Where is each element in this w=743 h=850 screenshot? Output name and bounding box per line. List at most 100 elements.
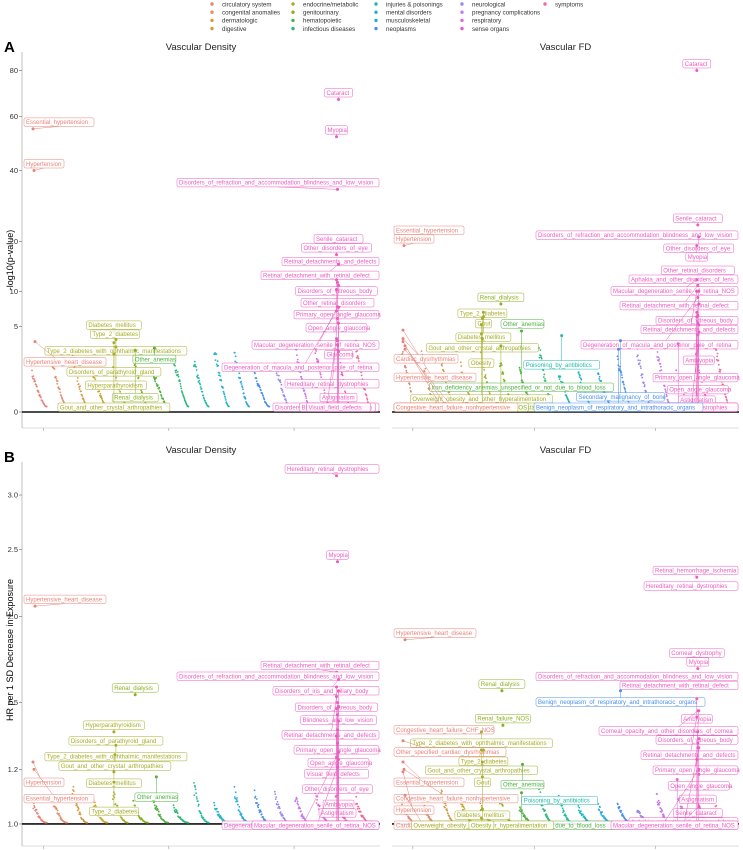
point-label-box — [23, 117, 95, 127]
point — [159, 815, 162, 818]
point — [304, 395, 307, 398]
point — [138, 815, 140, 818]
point — [94, 378, 97, 381]
point — [45, 405, 48, 408]
labeled-point — [521, 762, 524, 766]
point — [196, 798, 198, 800]
point-label-box — [57, 402, 171, 412]
point — [402, 351, 404, 353]
point — [423, 370, 426, 373]
point — [195, 369, 198, 371]
point-label-box — [23, 794, 95, 804]
point-label: Other_anemias — [503, 783, 544, 789]
point-label: Myopia — [329, 553, 349, 559]
point — [704, 394, 707, 396]
labeled-point — [619, 689, 622, 693]
point — [155, 805, 158, 808]
legend-marker — [210, 18, 214, 23]
panel-title: Vascular Density — [166, 445, 237, 456]
point — [636, 355, 638, 358]
point — [260, 810, 262, 813]
point-label: Gout — [476, 780, 489, 786]
point — [242, 388, 244, 391]
point — [660, 807, 662, 810]
point — [623, 383, 625, 386]
legend-label: genitourinary — [303, 10, 340, 17]
point — [66, 821, 68, 824]
point-label: Disorders_of_refraction_and_accommodatio… — [538, 233, 732, 239]
point-label: Amblyopia — [685, 358, 714, 364]
point — [99, 393, 102, 395]
labeled-point — [697, 323, 701, 327]
point — [106, 821, 109, 824]
labeled-point — [152, 346, 156, 350]
point — [726, 399, 728, 402]
point — [539, 791, 542, 793]
point — [658, 804, 661, 806]
point-label-box — [533, 402, 704, 412]
point-label: Renal_failure_NOS — [477, 717, 529, 723]
point — [540, 356, 543, 359]
point-label-box — [83, 720, 145, 730]
legend-label: infectious diseases — [303, 26, 355, 33]
point — [77, 383, 80, 385]
point — [296, 358, 299, 361]
point-label-box — [325, 125, 348, 135]
point — [620, 811, 622, 814]
point — [238, 810, 241, 813]
legend-label: hematopoietic — [303, 18, 342, 25]
point — [195, 796, 198, 798]
point — [356, 350, 358, 352]
point — [480, 805, 483, 807]
point — [499, 802, 501, 805]
point — [544, 809, 546, 812]
point — [113, 793, 116, 796]
point — [341, 374, 344, 377]
point — [114, 803, 117, 805]
point — [502, 378, 505, 381]
y-tick-label: 40 — [10, 166, 18, 175]
point — [300, 375, 303, 378]
point — [315, 350, 318, 352]
point-label: Visual_field_defects — [309, 405, 362, 411]
point — [715, 358, 718, 361]
point — [315, 802, 318, 804]
point — [502, 805, 504, 807]
point — [93, 805, 95, 808]
point — [485, 377, 487, 380]
point — [296, 354, 298, 357]
point — [304, 393, 307, 396]
labeled-point — [133, 348, 137, 352]
point — [187, 821, 190, 824]
point — [163, 400, 166, 403]
point — [140, 389, 143, 392]
point — [183, 396, 185, 399]
point-label: Type_2_diabetes — [92, 332, 138, 338]
point — [254, 797, 256, 799]
point — [665, 391, 667, 394]
point — [116, 804, 119, 807]
point — [546, 815, 549, 818]
point — [294, 800, 297, 802]
y-tick-label: 3.0 — [8, 491, 18, 500]
point — [268, 405, 271, 408]
point — [401, 803, 403, 806]
point — [366, 397, 368, 400]
point — [58, 812, 60, 815]
point-label: Open_angle_glaucoma — [308, 326, 371, 332]
point — [459, 361, 462, 364]
point — [202, 394, 205, 397]
point-label: Overweight_obesity_and_other_hyperalimen… — [412, 397, 546, 403]
panel-letter-a: A — [4, 39, 15, 56]
point — [197, 377, 200, 380]
point — [621, 376, 624, 379]
legend-marker — [460, 10, 464, 14]
point-label-box — [475, 714, 531, 724]
point — [278, 374, 280, 377]
point — [357, 357, 360, 360]
panel-b-ylabel: HR per 1 SD Decrease in Exposure — [5, 579, 15, 721]
point — [34, 380, 36, 383]
point — [462, 806, 465, 809]
point — [254, 795, 257, 798]
point-label-box — [468, 820, 495, 830]
